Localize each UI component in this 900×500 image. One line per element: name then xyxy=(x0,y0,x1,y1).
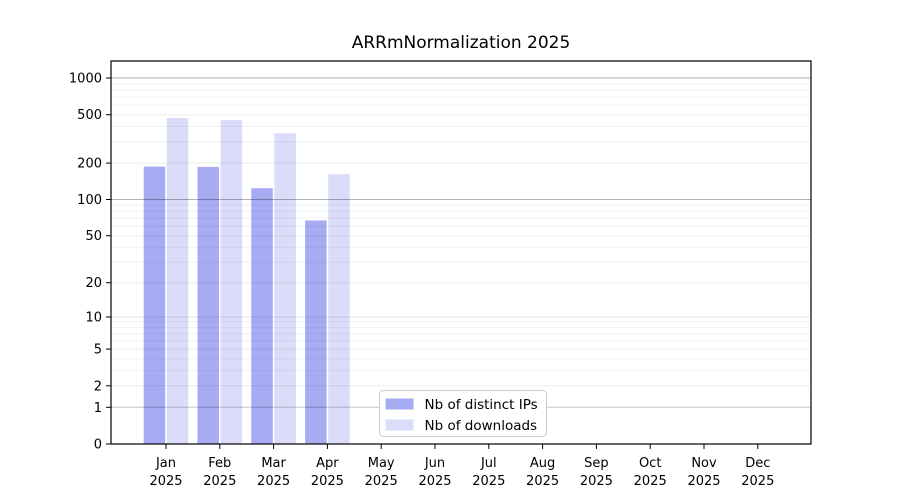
y-tick-label-2: 2 xyxy=(94,379,102,394)
y-tick-label-200: 200 xyxy=(77,157,102,172)
x-tick-label-month-nov: Nov xyxy=(691,456,717,471)
legend-swatch-series1 xyxy=(385,419,414,431)
x-tick-label-year-may: 2025 xyxy=(365,474,398,489)
legend-swatch-series0 xyxy=(385,398,414,410)
bar-mar-series1 xyxy=(274,133,296,445)
bar-jan-series1 xyxy=(166,118,189,444)
x-tick-label-year-jun: 2025 xyxy=(418,474,451,489)
legend-label-series0: Nb of distinct IPs xyxy=(425,397,538,413)
x-tick-label-month-dec: Dec xyxy=(745,456,770,471)
x-tick-label-year-apr: 2025 xyxy=(311,474,344,489)
bar-jan-series0 xyxy=(143,166,166,444)
bar-mar-series0 xyxy=(251,188,273,444)
y-tick-label-0: 0 xyxy=(94,438,102,453)
x-tick-label-year-oct: 2025 xyxy=(634,474,667,489)
y-tick-label-5: 5 xyxy=(94,343,102,358)
x-tick-label-year-sep: 2025 xyxy=(580,474,613,489)
x-tick-label-year-nov: 2025 xyxy=(687,474,720,489)
y-tick-label-10: 10 xyxy=(85,311,102,326)
x-tick-label-year-dec: 2025 xyxy=(741,474,774,489)
x-tick-label-month-mar: Mar xyxy=(261,456,286,471)
y-tick-label-1: 1 xyxy=(94,401,102,416)
bar-apr-series1 xyxy=(328,174,350,444)
x-tick-label-year-aug: 2025 xyxy=(526,474,559,489)
x-tick-label-month-jun: Jun xyxy=(424,456,445,471)
bar-feb-series1 xyxy=(220,120,243,444)
y-tick-label-1000: 1000 xyxy=(69,72,102,87)
y-tick-label-50: 50 xyxy=(85,229,102,244)
plot-border xyxy=(110,60,812,445)
chart-title: ARRmNormalization 2025 xyxy=(351,33,571,53)
x-tick-label-year-jul: 2025 xyxy=(472,474,505,489)
y-tick-label-20: 20 xyxy=(85,276,102,291)
x-tick-label-month-apr: Apr xyxy=(316,456,339,471)
x-tick-label-month-oct: Oct xyxy=(639,456,661,471)
x-tick-label-year-feb: 2025 xyxy=(203,474,236,489)
y-tick-label-100: 100 xyxy=(77,193,102,208)
legend-label-series1: Nb of downloads xyxy=(425,418,538,434)
x-tick-label-month-feb: Feb xyxy=(208,456,231,471)
x-tick-label-year-mar: 2025 xyxy=(257,474,290,489)
x-tick-label-month-may: May xyxy=(368,456,395,471)
x-tick-label-month-sep: Sep xyxy=(584,456,609,471)
x-tick-label-month-aug: Aug xyxy=(530,456,555,471)
bar-feb-series0 xyxy=(197,166,219,444)
bar-apr-series0 xyxy=(305,220,327,444)
x-tick-label-month-jul: Jul xyxy=(480,456,497,471)
x-tick-label-month-jan: Jan xyxy=(155,456,176,471)
x-tick-label-year-jan: 2025 xyxy=(149,474,182,489)
y-tick-label-500: 500 xyxy=(77,108,102,123)
legend-box xyxy=(379,390,547,437)
